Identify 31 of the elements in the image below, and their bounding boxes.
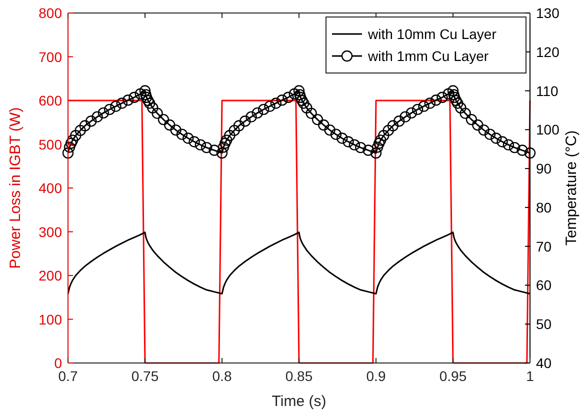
y2-tick-label: 120 (536, 44, 560, 60)
y-tick-label: 200 (38, 268, 62, 284)
legend-label: with 1mm Cu Layer (367, 48, 489, 64)
x-tick-label: 0.9 (366, 368, 386, 384)
y2-tick-label: 50 (536, 316, 552, 332)
y-tick-label: 0 (54, 355, 62, 371)
y2-axis-title: Temperature (°C) (563, 130, 580, 246)
y-axis-title: Power Loss in IGBT (W) (7, 107, 24, 269)
y2-tick-label: 80 (536, 199, 552, 216)
x-tick-label: 0.75 (131, 368, 159, 384)
y-tick-label: 400 (38, 180, 62, 196)
x-axis-title: Time (s) (272, 393, 326, 410)
y2-tick-label: 60 (536, 277, 552, 294)
x-tick-label: 0.85 (285, 368, 313, 384)
y-tick-label: 600 (38, 92, 62, 108)
y-tick-label: 300 (38, 224, 62, 240)
y-tick-label: 500 (38, 136, 62, 152)
y2-tick-label: 90 (536, 160, 552, 177)
y2-tick-label: 70 (536, 238, 552, 254)
y-tick-label: 700 (38, 48, 62, 65)
y2-tick-label: 110 (536, 82, 559, 99)
y-tick-label: 800 (38, 5, 62, 21)
legend-label: with 10mm Cu Layer (367, 26, 497, 42)
y2-tick-label: 130 (536, 5, 560, 21)
y2-tick-label: 40 (536, 355, 552, 371)
x-tick-label: 0.7 (58, 368, 78, 384)
x-tick-label: 0.8 (212, 368, 232, 384)
x-tick-label: 0.95 (439, 368, 467, 384)
x-tick-label: 1 (526, 368, 534, 384)
y2-tick-label: 100 (536, 122, 560, 138)
y-tick-label: 100 (38, 311, 62, 328)
